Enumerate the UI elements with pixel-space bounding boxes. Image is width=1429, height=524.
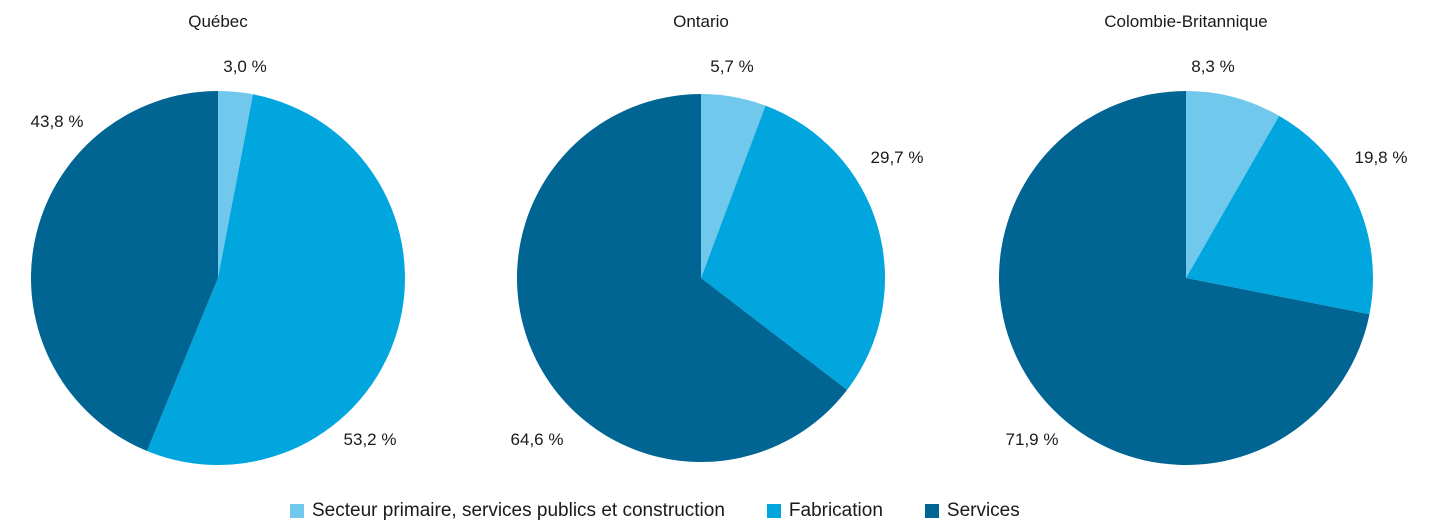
legend-item-services: Services (924, 500, 1020, 522)
pie-3-label-primaire: 8,3 % (1191, 57, 1234, 76)
pie-1-slice-primaire (218, 91, 254, 278)
pie-1: Québec 3,0 % 53,2 % 43,8 % (31, 12, 405, 465)
pie-3-slice-fabrication (1186, 115, 1373, 315)
pie-3-slice-primaire (1186, 91, 1280, 278)
pie-2-label-primaire: 5,7 % (710, 57, 753, 76)
legend-label-fabrication: Fabrication (788, 500, 883, 521)
legend-swatch-services (924, 504, 939, 518)
legend-label-primaire: Secteur primaire, services publics et co… (312, 500, 725, 521)
pie-3-label-services: 71,9 % (1006, 430, 1059, 449)
legend-item-fabrication: Fabrication (766, 500, 883, 522)
pie-2: Ontario 5,7 % 29,7 % 64,6 % (511, 12, 924, 462)
pie-1-slice-fabrication (146, 94, 405, 465)
pie-1-label-primaire: 3,0 % (223, 57, 266, 76)
pie-3: Colombie-Britannique 8,3 % 19,8 % 71,9 % (998, 12, 1408, 466)
pie-1-title: Québec (188, 12, 248, 31)
pie-1-slice-services (30, 90, 218, 451)
pie-2-label-fabrication: 29,7 % (871, 148, 924, 167)
pie-3-slice-services (998, 91, 1370, 466)
pie-2-slice-primaire (701, 94, 766, 278)
pie-2-label-services: 64,6 % (511, 430, 564, 449)
legend-swatch-primaire (290, 504, 304, 518)
legend-item-primaire: Secteur primaire, services publics et co… (290, 500, 725, 522)
pie-2-title: Ontario (673, 12, 729, 31)
pie-2-slice-fabrication (701, 105, 886, 390)
legend-swatch-fabrication (766, 504, 781, 518)
pie-2-slice-services (516, 94, 848, 462)
legend-label-services: Services (946, 500, 1020, 521)
legend: Secteur primaire, services publics et co… (290, 500, 1020, 522)
pie-3-label-fabrication: 19,8 % (1355, 148, 1408, 167)
pie-3-title: Colombie-Britannique (1104, 12, 1267, 31)
pie-1-label-services: 43,8 % (31, 112, 84, 131)
pie-1-label-fabrication: 53,2 % (344, 430, 397, 449)
